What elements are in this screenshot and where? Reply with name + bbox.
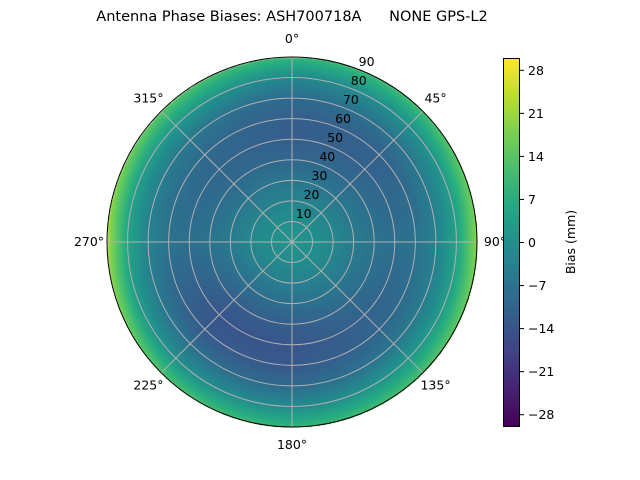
angular-tick-label: 45°	[424, 90, 446, 105]
colorbar-tick-label: 7	[528, 192, 536, 207]
polar-frame	[106, 56, 478, 428]
angular-tick-label: 0°	[285, 31, 299, 46]
radial-grid-ring	[250, 200, 334, 284]
angular-tick-label: 315°	[133, 90, 163, 105]
colorbar-tick-label: −28	[528, 407, 554, 422]
radial-grid-ring	[188, 138, 396, 346]
angular-grid-line	[291, 110, 424, 243]
grid-lines	[106, 56, 478, 428]
radial-tick-label: 50	[327, 130, 343, 145]
angular-tick-label: 225°	[133, 378, 163, 393]
chart-title: Antenna Phase Biases: ASH700718A NONE GP…	[96, 9, 488, 25]
radial-grid-ring	[229, 179, 355, 305]
radial-grid-ring	[127, 77, 457, 407]
radial-grid-ring	[270, 220, 314, 264]
colorbar-tick-label: 0	[528, 235, 536, 250]
radial-tick-label: 30	[311, 168, 327, 183]
angular-grid-line	[160, 241, 293, 374]
angular-grid-line	[291, 241, 424, 374]
colorbar-tick-label: 21	[528, 106, 544, 121]
polar-heatmap	[0, 30, 640, 480]
colorbar-tick-label: 28	[528, 63, 544, 78]
colorbar-tick-label: 14	[528, 149, 544, 164]
radial-tick-label: 80	[351, 73, 367, 88]
radial-tick-label: 20	[304, 187, 320, 202]
angular-grid-line	[160, 110, 293, 243]
radial-tick-label: 40	[319, 149, 335, 164]
angular-tick-label: 135°	[420, 378, 450, 393]
colorbar-tick-label: −21	[528, 364, 554, 379]
colorbar-label: Bias (mm)	[563, 210, 578, 274]
radial-grid-ring	[147, 97, 437, 387]
colorbar	[503, 58, 520, 427]
angular-tick-label: 270°	[74, 234, 104, 249]
angular-tick-label: 180°	[277, 437, 307, 452]
axis-labels: 1020304050607080900°45°90°135°180°225°27…	[74, 31, 506, 452]
radial-grid-ring	[209, 159, 375, 325]
radial-tick-label: 10	[296, 206, 312, 221]
radial-tick-label: 60	[335, 111, 351, 126]
radial-tick-label: 90	[359, 54, 375, 69]
colorbar-tick-label: −7	[528, 278, 546, 293]
polar-axes: 1020304050607080900°45°90°135°180°225°27…	[74, 31, 578, 452]
colorbar-tick-label: −14	[528, 321, 554, 336]
colorbar-labels: 28 21 14 7 0 −7 −14 −21 −28 Bias (mm)	[520, 63, 578, 422]
radial-grid-ring	[168, 118, 416, 366]
radial-tick-label: 70	[343, 92, 359, 107]
